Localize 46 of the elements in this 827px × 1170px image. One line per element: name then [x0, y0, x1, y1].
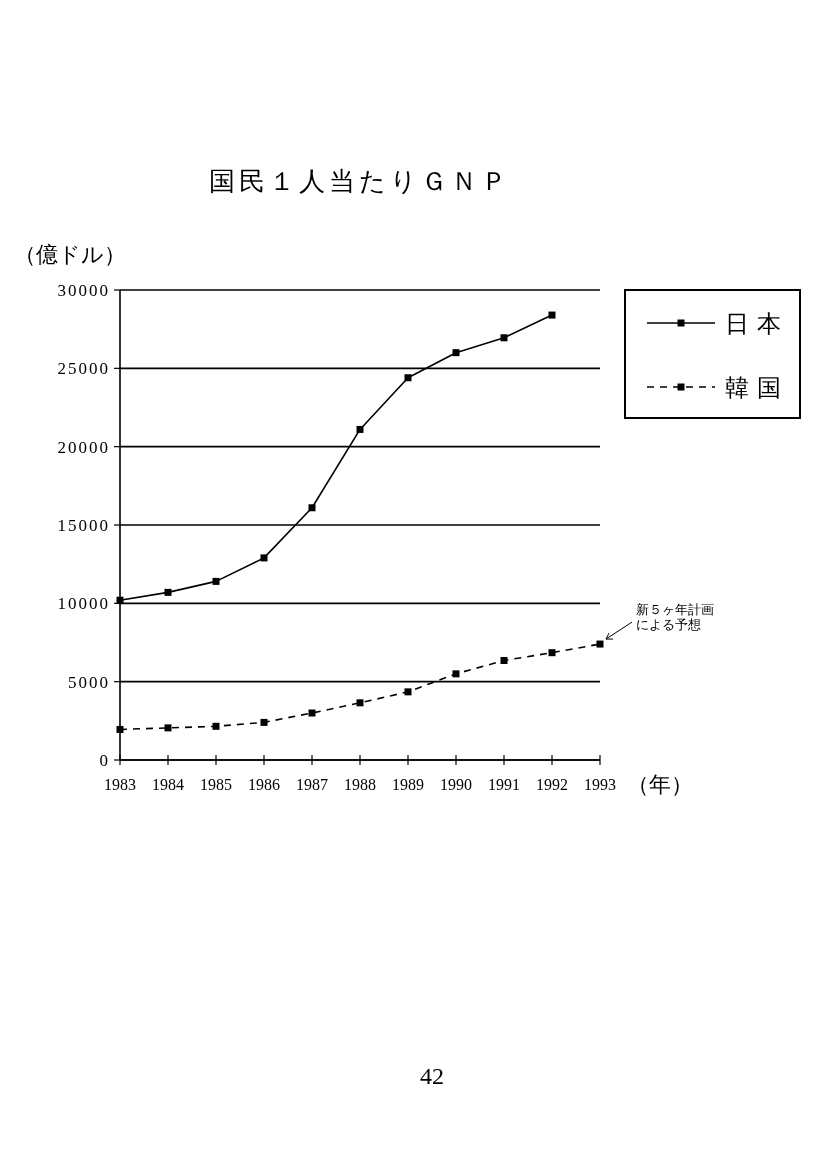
- point: [212, 722, 220, 730]
- chart-title: 国民１人当たりＧＮＰ: [209, 167, 511, 196]
- point: [164, 588, 172, 596]
- point: [548, 311, 556, 319]
- x-tick-label: 1983: [104, 776, 136, 793]
- point: [404, 374, 412, 382]
- x-tick-label: 1988: [344, 776, 376, 793]
- annotation: 新５ヶ年計画による予想: [605, 602, 714, 640]
- x-tick-label: 1987: [296, 776, 328, 793]
- y-tick-label: 30000: [57, 281, 110, 300]
- point: [356, 699, 364, 707]
- y-tick-label: 15000: [57, 516, 110, 535]
- x-tick-label: 1990: [440, 776, 472, 793]
- x-tick-label: 1985: [200, 776, 232, 793]
- point: [116, 725, 124, 733]
- legend-label: 日本: [725, 311, 789, 337]
- x-tick-label: 1984: [152, 776, 184, 793]
- point: [260, 554, 268, 562]
- y-tick-label: 25000: [57, 359, 110, 379]
- point: [356, 425, 364, 433]
- point: [452, 349, 460, 357]
- x-tick-label: 1991: [488, 776, 520, 793]
- x-tick-label: 1993: [584, 776, 616, 793]
- point: [596, 640, 604, 648]
- point: [548, 649, 556, 657]
- point: [452, 670, 460, 678]
- point: [308, 504, 316, 512]
- point: [260, 718, 268, 726]
- x-axis-title: （年）: [627, 772, 693, 797]
- x-tick-label: 1986: [248, 776, 280, 793]
- y-axis-title: （億ドル）: [14, 242, 126, 267]
- point: [500, 334, 508, 342]
- y-tick-label: 0: [99, 751, 110, 770]
- text: 42: [420, 1063, 444, 1089]
- annotation: 新５ヶ年計画による予想: [636, 602, 714, 633]
- point: [164, 724, 172, 732]
- x-tick-label: 1992: [536, 776, 568, 793]
- point: [308, 709, 316, 717]
- point: [212, 577, 220, 585]
- legend-label: 韓国: [725, 375, 789, 401]
- y-tick-label: 10000: [57, 594, 110, 614]
- point: [500, 657, 508, 665]
- x-tick-label: 1989: [392, 776, 424, 793]
- y-tick-label: 5000: [68, 672, 110, 692]
- y-tick-label: 20000: [57, 437, 110, 457]
- point: [404, 688, 412, 696]
